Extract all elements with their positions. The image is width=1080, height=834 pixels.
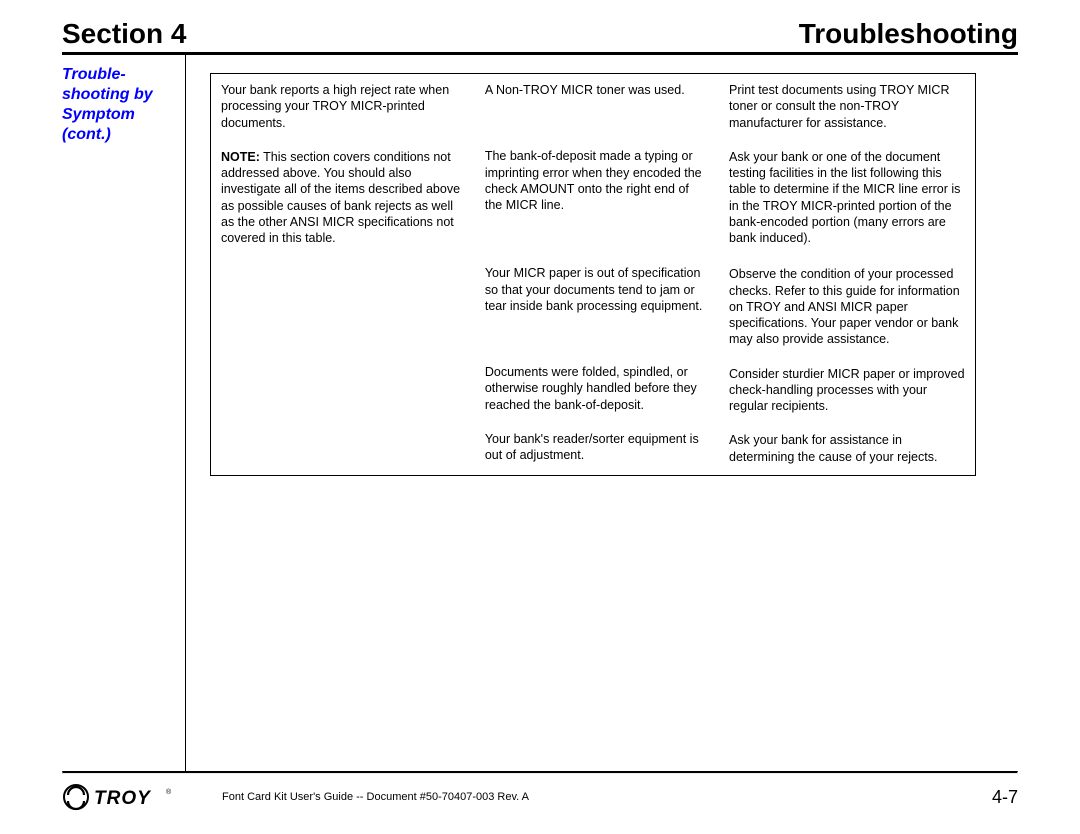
action-text: Ask your bank or one of the document tes… (729, 149, 965, 247)
cause-text: Your bank's reader/sorter equipment is o… (485, 431, 709, 464)
footer-wrap: TROY ® Font Card Kit User's Guide -- Doc… (62, 771, 1018, 834)
page-header: Section 4 Troubleshooting (62, 18, 1018, 55)
section-label: Section 4 (62, 18, 186, 50)
page-number: 4-7 (992, 787, 1018, 808)
action-text: Consider sturdier MICR paper or improved… (729, 366, 965, 415)
table-cell-symptom: Your bank reports a high reject rate whe… (211, 74, 475, 475)
cause-text: Documents were folded, spindled, or othe… (485, 364, 709, 413)
table-cell-action: Print test documents using TROY MICR ton… (719, 74, 975, 475)
cause-text: The bank-of-deposit made a typing or imp… (485, 148, 709, 213)
action-text: Ask your bank for assistance in determin… (729, 432, 965, 465)
svg-text:TROY: TROY (94, 788, 152, 809)
page-body: Trouble-shooting by Symptom (cont.) Your… (62, 55, 1018, 771)
svg-text:®: ® (166, 788, 172, 796)
note-label: NOTE: (221, 150, 260, 164)
symptom-note: NOTE: This section covers conditions not… (221, 149, 465, 247)
note-text: This section covers conditions not addre… (221, 150, 460, 245)
troy-logo-icon: TROY ® (62, 782, 182, 812)
action-text: Observe the condition of your processed … (729, 266, 965, 347)
brand-logo: TROY ® (62, 782, 222, 812)
content-area: Your bank reports a high reject rate whe… (186, 55, 1018, 771)
table-row: Your bank reports a high reject rate whe… (211, 74, 975, 475)
symptom-text: Your bank reports a high reject rate whe… (221, 82, 465, 131)
page-footer: TROY ® Font Card Kit User's Guide -- Doc… (62, 774, 1018, 834)
document-info: Font Card Kit User's Guide -- Document #… (222, 791, 992, 803)
action-text: Print test documents using TROY MICR ton… (729, 82, 965, 131)
table-cell-cause: A Non-TROY MICR toner was used. The bank… (475, 74, 719, 475)
page-title: Troubleshooting (799, 18, 1018, 50)
sidebar: Trouble-shooting by Symptom (cont.) (62, 55, 186, 771)
symptom-table: Your bank reports a high reject rate whe… (210, 73, 976, 476)
sidebar-heading: Trouble-shooting by Symptom (cont.) (62, 65, 177, 145)
cause-text: Your MICR paper is out of specification … (485, 265, 709, 314)
cause-text: A Non-TROY MICR toner was used. (485, 82, 709, 98)
